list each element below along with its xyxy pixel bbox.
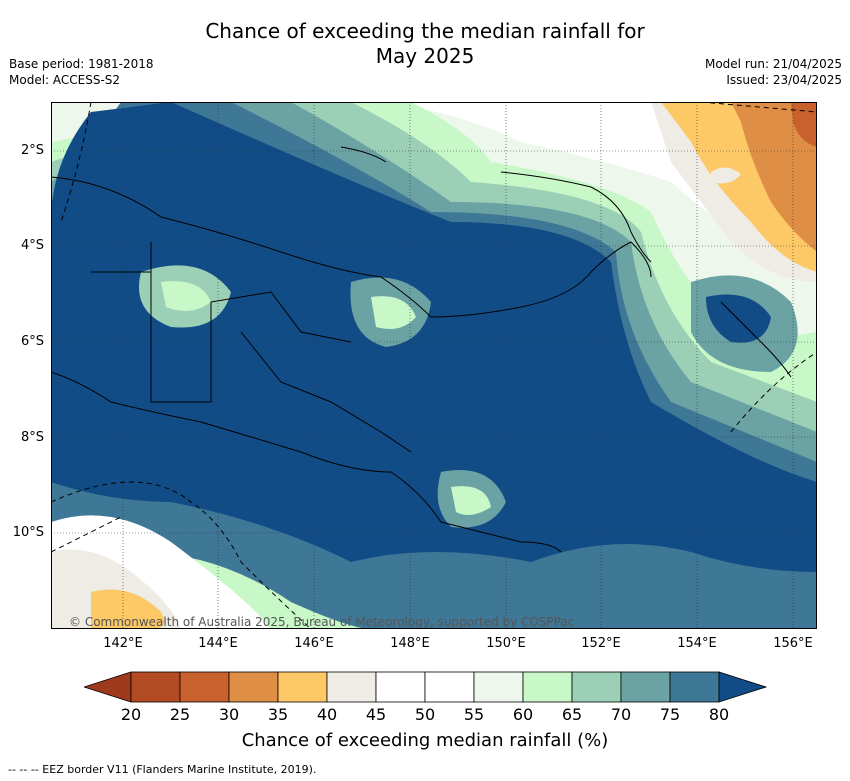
colorbar-cell-60-65 [522,671,573,703]
model-run: Model run: 21/04/2025 [704,57,842,71]
title-line-2: May 2025 [375,44,475,68]
blob-west-inner [161,281,211,311]
lon-tick-144e: 144°E [198,636,238,651]
copyright-text: © Commonwealth of Australia 2025, Bureau… [69,615,574,629]
colorbar-label-75: 75 [659,705,681,724]
coastline [51,146,792,553]
colorbar-label-60: 60 [512,705,534,724]
graticule [51,102,817,629]
colorbar-cell-55-60 [473,671,524,703]
contour-above-80 [51,102,817,572]
colorbar-label-65: 65 [561,705,583,724]
colorbar-cell-65-70 [571,671,622,703]
colorbar-label-80: 80 [708,705,730,724]
colorbar-cell-30-35 [228,671,279,703]
colorbar-cell-75-80 [669,671,720,703]
colorbar-label-50: 50 [414,705,436,724]
lat-tick-2s: 2°S [20,143,44,158]
rainfall-map: © Commonwealth of Australia 2025, Bureau… [51,102,817,629]
colorbar-cell-45-50 [375,671,426,703]
colorbar-label-35: 35 [267,705,289,724]
issued-date: Issued: 23/04/2025 [726,73,842,87]
colorbar-label-55: 55 [463,705,485,724]
blob-south-inner [451,486,491,516]
colorbar-title: Chance of exceeding median rainfall (%) [241,730,609,751]
map-frame [51,102,817,629]
lon-tick-146e: 146°E [294,636,334,651]
colorbar-label-70: 70 [610,705,632,724]
lat-tick-6s: 6°S [20,334,44,349]
colorbar-cell-35-40 [277,671,328,703]
lat-tick-10s: 10°S [12,525,44,540]
colorbar [84,671,768,703]
blob-east-inner [706,294,771,343]
model-name: Model: ACCESS-S2 [9,73,121,87]
colorbar-extend-low [84,671,132,703]
lon-tick-150e: 150°E [486,636,526,651]
meta-left: Base period: 1981-2018 Model: ACCESS-S2 [9,56,154,88]
blob-central-inner [371,296,416,330]
contour-sw-dry [91,589,165,629]
lon-tick-142e: 142°E [103,636,143,651]
eez-legend-note: -- -- -- EEZ border V11 (Flanders Marine… [8,763,317,776]
colorbar-label-30: 30 [218,705,240,724]
title-line-1: Chance of exceeding the median rainfall … [205,19,645,43]
lon-tick-152e: 152°E [581,636,621,651]
colorbar-cell-40-45 [326,671,377,703]
lat-tick-8s: 8°S [20,430,44,445]
ne-patch [711,167,741,184]
base-period: Base period: 1981-2018 [9,57,154,71]
contour-ne-25 [791,102,817,147]
colorbar-label-40: 40 [316,705,338,724]
chart-title: Chance of exceeding the median rainfall … [0,19,850,69]
lon-tick-156e: 156°E [773,636,813,651]
contour-ne-30 [731,102,817,252]
colorbar-cell-25-30 [179,671,230,703]
colorbar-label-45: 45 [365,705,387,724]
lon-tick-148e: 148°E [390,636,430,651]
eez-border [51,102,817,629]
colorbar-cell-50-55 [424,671,475,703]
colorbar-cell-20-25 [130,671,181,703]
lon-tick-154e: 154°E [677,636,717,651]
lat-tick-4s: 4°S [20,238,44,253]
colorbar-label-20: 20 [120,705,142,724]
colorbar-extend-high [718,671,768,703]
meta-right: Model run: 21/04/2025 Issued: 23/04/2025 [705,56,842,88]
colorbar-label-25: 25 [169,705,191,724]
colorbar-cell-70-75 [620,671,671,703]
